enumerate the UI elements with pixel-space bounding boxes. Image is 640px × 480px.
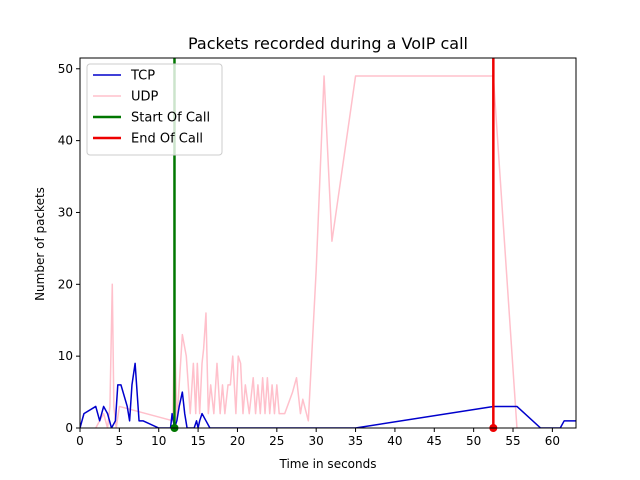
y-tick-label: 30	[58, 205, 73, 219]
legend-label-end-of-call: End Of Call	[131, 132, 203, 147]
x-tick-label: 40	[387, 434, 402, 448]
y-tick-label: 10	[58, 349, 73, 363]
chart-title: Packets recorded during a VoIP call	[188, 34, 468, 53]
legend-box	[86, 63, 223, 156]
x-tick-label: 35	[348, 434, 363, 448]
x-tick-label: 30	[309, 434, 324, 448]
x-tick-label: 45	[427, 434, 442, 448]
x-tick-label: 0	[76, 434, 84, 448]
legend-label-tcp: TCP	[130, 69, 155, 84]
legend-label-start-of-call: Start Of Call	[131, 111, 210, 126]
y-tick-label: 0	[65, 421, 73, 435]
y-tick-label: 40	[58, 134, 73, 148]
legend: TCP UDP Start Of Call End Of Call	[86, 63, 223, 156]
plot-frame	[79, 57, 577, 429]
y-tick-label: 50	[58, 62, 73, 76]
x-axis-label: Time in seconds	[279, 457, 377, 471]
y-axis-label: Number of packets	[33, 187, 47, 301]
x-tick-label: 50	[466, 434, 481, 448]
y-tick-label: 20	[58, 277, 73, 291]
x-tick-label: 15	[190, 434, 205, 448]
x-tick-label: 5	[116, 434, 124, 448]
x-tick-label: 60	[545, 434, 560, 448]
x-tick-label: 10	[151, 434, 166, 448]
x-tick-label: 55	[505, 434, 520, 448]
x-tick-label: 20	[230, 434, 245, 448]
x-tick-label: 25	[269, 434, 284, 448]
legend-label-udp: UDP	[131, 90, 159, 105]
series-line-tcp	[80, 362, 576, 428]
